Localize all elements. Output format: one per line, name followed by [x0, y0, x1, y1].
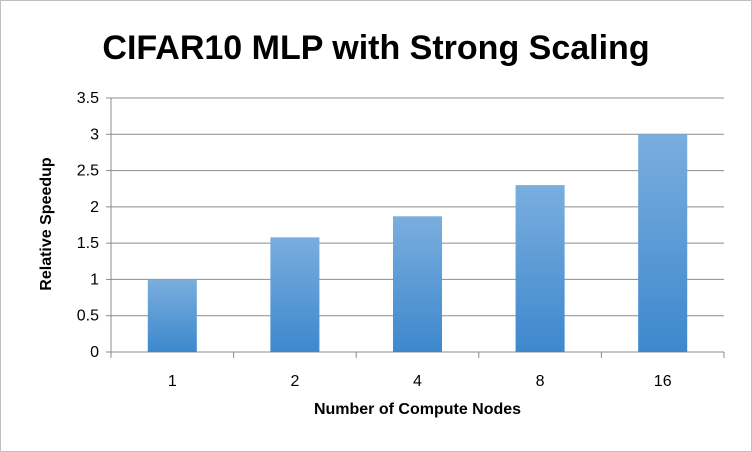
bar	[638, 134, 688, 352]
x-axis-label: Number of Compute Nodes	[313, 401, 522, 418]
y-tick-label: 1	[90, 271, 99, 288]
x-tick-label: 16	[654, 373, 672, 390]
y-tick-label: 2.5	[77, 163, 99, 180]
y-tick-label: 2	[90, 199, 99, 216]
y-tick-label: 0	[90, 344, 99, 361]
y-tick-label: 3	[90, 126, 99, 143]
x-tick-label: 2	[290, 373, 299, 390]
bar	[515, 185, 565, 352]
chart-title: CIFAR10 MLP with Strong Scaling	[102, 29, 650, 67]
bar	[270, 237, 320, 352]
x-tick-label: 1	[168, 373, 177, 390]
y-tick-label: 3.5	[77, 90, 99, 107]
y-axis-label: Relative Speedup	[38, 157, 55, 291]
bar	[392, 216, 443, 352]
x-tick-label: 4	[413, 373, 422, 390]
x-tick-label: 8	[536, 373, 545, 390]
y-tick-label: 1.5	[77, 235, 99, 252]
bar	[147, 279, 197, 352]
y-tick-label: 0.5	[77, 308, 99, 325]
